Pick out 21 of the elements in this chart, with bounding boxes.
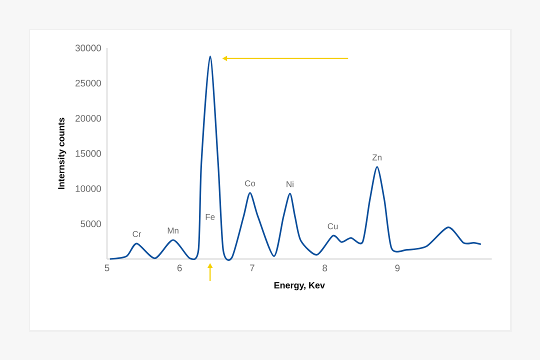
y-tick-label: 25000: [76, 80, 101, 87]
annotation: Co: [245, 180, 256, 186]
x-tick-label: 8: [322, 264, 328, 272]
annotation: Fe: [206, 214, 215, 220]
x-axis-title: Energy, Kev: [274, 282, 325, 290]
y-tick-label: 30000: [75, 44, 101, 52]
y-tick-label: 10000: [76, 185, 101, 192]
annotation: Mn: [168, 228, 178, 234]
x-tick-label: 7: [250, 264, 254, 272]
y-axis-title: Internsity counts: [58, 118, 66, 190]
annotation: Ni: [286, 180, 294, 188]
x-tick-label: 9: [395, 264, 400, 272]
annotation: Cu: [328, 223, 338, 230]
y-tick-label: 20000: [76, 114, 101, 122]
annotation: Cr: [132, 231, 142, 237]
x-tick-label: 6: [177, 264, 182, 272]
line-series: [109, 56, 482, 260]
y-tick-label: 15000: [76, 150, 101, 157]
x-tick-label: 5: [104, 264, 110, 272]
y-tick-label: 5000: [80, 220, 101, 228]
annotation: Zn: [372, 154, 382, 160]
